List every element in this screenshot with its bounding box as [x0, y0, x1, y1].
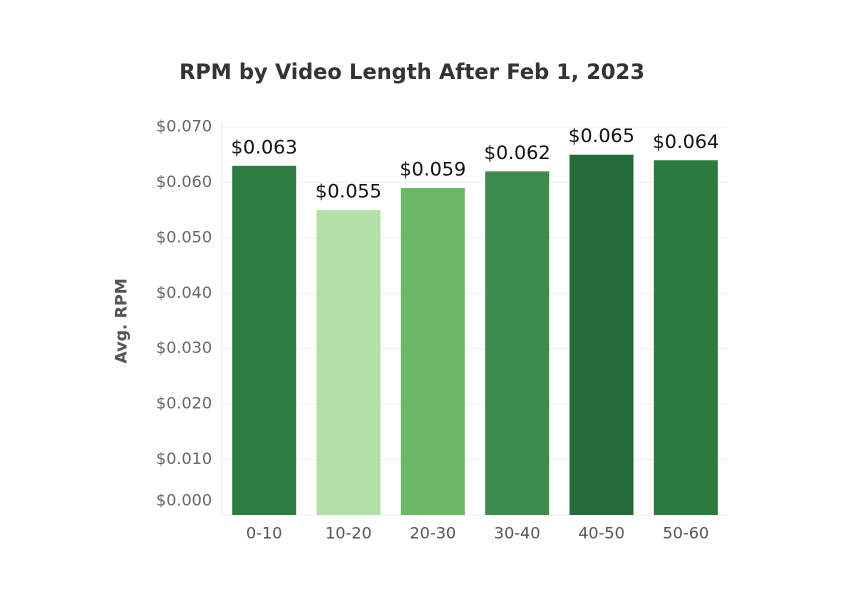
y-tick-label: $0.000 [156, 491, 212, 510]
bar [232, 165, 297, 516]
bar [653, 160, 718, 515]
x-tick-label: 20-30 [410, 524, 457, 543]
y-tick-label: $0.010 [156, 449, 212, 468]
y-tick-label: $0.040 [156, 283, 212, 302]
value-label: $0.064 [653, 131, 719, 153]
y-tick-label: $0.050 [156, 227, 212, 246]
bar [400, 187, 465, 515]
y-tick-label: $0.020 [156, 394, 212, 413]
y-axis-label: Avg. RPM [112, 278, 131, 363]
bar [485, 171, 550, 516]
value-label: $0.065 [568, 125, 634, 147]
value-label: $0.055 [315, 181, 381, 203]
x-tick-label: 10-20 [325, 524, 372, 543]
value-label: $0.059 [400, 158, 466, 180]
x-tick-label: 40-50 [578, 524, 625, 543]
y-tick-label: $0.060 [156, 172, 212, 191]
x-tick-label: 30-40 [494, 524, 541, 543]
x-tick-label: 50-60 [663, 524, 710, 543]
y-tick-label: $0.030 [156, 338, 212, 357]
bar [316, 210, 381, 515]
chart-title: RPM by Video Length After Feb 1, 2023 [179, 60, 645, 84]
bar [569, 154, 634, 515]
y-tick-label: $0.070 [156, 117, 212, 136]
value-label: $0.062 [484, 142, 550, 164]
value-label: $0.063 [231, 136, 297, 158]
x-tick-label: 0-10 [246, 524, 282, 543]
